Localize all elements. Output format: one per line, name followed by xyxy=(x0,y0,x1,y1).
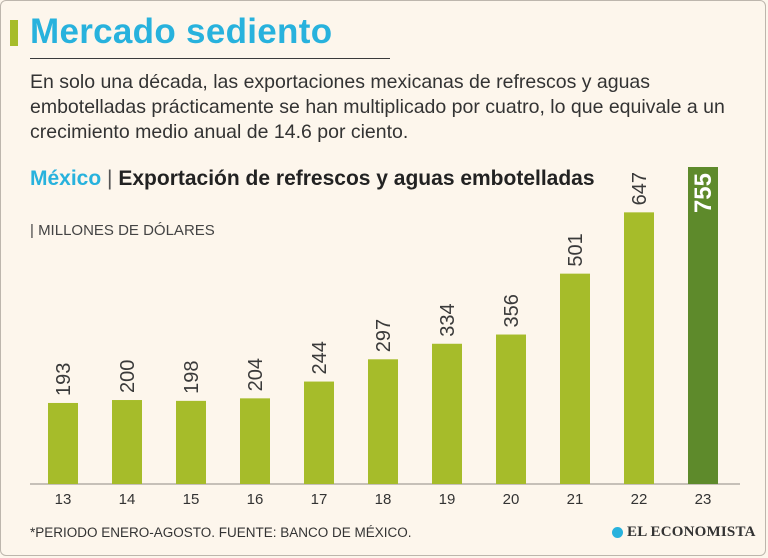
headline-accent-bar xyxy=(10,20,18,46)
x-tick-19: 19 xyxy=(439,491,456,508)
bar-23 xyxy=(688,167,718,484)
source-footnote: *PERIODO ENERO-AGOSTO. FUENTE: BANCO DE … xyxy=(30,525,412,540)
x-tick-14: 14 xyxy=(119,491,136,508)
chart-title: México | Exportación de refrescos y agua… xyxy=(30,166,595,192)
data-label-14: 200 xyxy=(117,360,139,393)
bar-19 xyxy=(432,343,462,484)
bar-13 xyxy=(48,402,78,484)
page-subtitle: En solo una década, las exportaciones me… xyxy=(30,71,725,143)
x-tick-23: 23 xyxy=(695,491,712,508)
chart-title-text: Exportación de refrescos y aguas embotel… xyxy=(118,167,595,190)
data-label-20: 356 xyxy=(501,294,523,327)
bar-22 xyxy=(624,212,654,484)
x-tick-15: 15 xyxy=(183,491,200,508)
bar-16 xyxy=(240,398,270,484)
x-tick-20: 20 xyxy=(503,491,520,508)
data-label-13: 193 xyxy=(53,363,75,396)
chart-title-country: México xyxy=(30,167,102,190)
brand-name: EL ECONOMISTA xyxy=(627,524,756,540)
data-label-21: 501 xyxy=(565,233,587,266)
x-tick-13: 13 xyxy=(55,491,72,508)
chart-units-label: | MILLONES DE DÓLARES xyxy=(30,222,215,239)
bar-15 xyxy=(176,400,206,484)
page-title: Mercado sediento xyxy=(30,12,333,51)
bar-18 xyxy=(368,359,398,484)
headline-divider xyxy=(30,58,390,59)
bars-group: 193 13 200 14 198 15 204 16 244 17 297 18 334 19 356 20… xyxy=(48,167,718,508)
data-label-19: 334 xyxy=(437,303,459,336)
bar-17 xyxy=(304,381,334,484)
data-label-22: 647 xyxy=(629,172,651,205)
x-tick-16: 16 xyxy=(247,491,264,508)
brand-logo: EL ECONOMISTA xyxy=(612,524,756,541)
bar-21 xyxy=(560,273,590,484)
x-tick-17: 17 xyxy=(311,491,328,508)
bar-14 xyxy=(112,400,142,484)
x-tick-21: 21 xyxy=(567,491,584,508)
data-label-15: 198 xyxy=(181,360,203,393)
bar-20 xyxy=(496,334,526,484)
data-label-23: 755 xyxy=(690,173,717,213)
chart-title-separator: | xyxy=(107,167,113,190)
x-tick-18: 18 xyxy=(375,491,392,508)
x-tick-22: 22 xyxy=(631,491,648,508)
data-label-18: 297 xyxy=(373,319,395,352)
data-label-17: 244 xyxy=(309,341,331,374)
brand-globe-icon xyxy=(612,527,623,538)
data-label-16: 204 xyxy=(245,358,267,391)
